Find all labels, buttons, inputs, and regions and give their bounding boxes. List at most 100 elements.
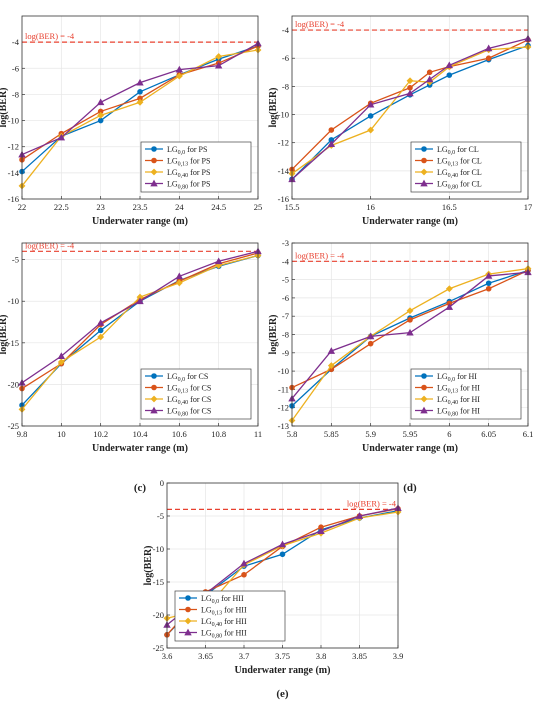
panel-caption: (d) bbox=[403, 482, 417, 494]
x-tick-label: 23.5 bbox=[133, 202, 148, 212]
data-point bbox=[407, 317, 413, 323]
x-tick-label: 16.5 bbox=[442, 202, 457, 212]
data-point bbox=[136, 98, 144, 106]
legend-swatch-marker bbox=[421, 146, 427, 152]
x-tick-label: 22.5 bbox=[54, 202, 69, 212]
legend-swatch-marker bbox=[150, 406, 158, 414]
x-tick-label: 16 bbox=[366, 202, 375, 212]
x-tick-label: 3.85 bbox=[352, 651, 367, 661]
data-point bbox=[175, 72, 183, 80]
y-tick-label: -6 bbox=[282, 53, 289, 63]
legend-entry: LG0,13 for HI bbox=[437, 384, 480, 395]
data-point bbox=[97, 111, 105, 119]
reference-label: log(BER) = -4 bbox=[25, 240, 75, 250]
y-axis-label: log(BER) bbox=[143, 546, 154, 586]
reference-label: log(BER) = -4 bbox=[295, 250, 345, 260]
data-point bbox=[97, 117, 104, 124]
legend-entry: LG0,40 for HI bbox=[437, 395, 480, 406]
x-tick-label: 10.8 bbox=[211, 429, 226, 439]
data-point bbox=[446, 72, 453, 78]
data-point bbox=[215, 53, 223, 60]
y-tick-label: -8 bbox=[282, 81, 289, 91]
y-tick-label: -11 bbox=[278, 384, 289, 394]
x-tick-label: 3.65 bbox=[198, 651, 213, 661]
data-point bbox=[328, 127, 335, 133]
legend-swatch-marker bbox=[150, 168, 158, 176]
data-point bbox=[136, 297, 144, 305]
data-point bbox=[327, 347, 336, 354]
data-point bbox=[57, 358, 65, 366]
legend-swatch-marker bbox=[151, 384, 157, 391]
legend-entry: LG0,80 for PS bbox=[167, 180, 210, 191]
plot-frame bbox=[291, 242, 529, 427]
x-tick-label: 6.05 bbox=[481, 429, 496, 439]
y-tick-label: -12 bbox=[278, 138, 289, 148]
x-tick-label: 6 bbox=[447, 429, 451, 439]
x-tick-label: 10.4 bbox=[133, 429, 149, 439]
legend-entry: LG0,0 for CL bbox=[437, 145, 479, 156]
y-tick-label: -10 bbox=[8, 116, 19, 126]
y-tick-label: -4 bbox=[282, 25, 290, 35]
data-point bbox=[214, 61, 223, 69]
data-point bbox=[137, 89, 143, 95]
x-tick-label: 10.6 bbox=[172, 429, 187, 439]
y-tick-label: -14 bbox=[278, 166, 290, 176]
x-tick-label: 3.8 bbox=[316, 651, 327, 661]
legend-swatch-marker bbox=[420, 395, 428, 403]
series-line bbox=[291, 46, 529, 175]
y-tick-label: -10 bbox=[153, 544, 164, 554]
legend-swatch-marker bbox=[421, 384, 427, 391]
legend-swatch-marker bbox=[420, 168, 428, 176]
legend-swatch-marker bbox=[150, 179, 158, 187]
x-tick-label: 25 bbox=[254, 202, 263, 212]
y-tick-label: -12 bbox=[278, 403, 289, 413]
y-tick-label: -4 bbox=[12, 37, 20, 47]
data-point bbox=[485, 280, 492, 287]
y-tick-label: -10 bbox=[8, 296, 19, 306]
y-tick-label: -15 bbox=[8, 338, 19, 348]
y-tick-label: -10 bbox=[278, 366, 289, 376]
legend-entry: LG0,40 for PS bbox=[167, 168, 210, 179]
data-point bbox=[426, 69, 433, 76]
x-axis-label: Underwater range (m) bbox=[362, 443, 458, 454]
reference-label: log(BER) = -4 bbox=[295, 19, 345, 29]
x-tick-label: 3.7 bbox=[239, 651, 250, 661]
data-point bbox=[367, 113, 374, 119]
chart-b: 15.5 16 16.5 17 -16 -14 -12 -10 -8 -6 -4 log(BER) =… bbox=[268, 15, 533, 270]
legend-swatch-marker bbox=[151, 373, 157, 379]
data-point bbox=[445, 285, 453, 293]
data-point bbox=[136, 78, 144, 86]
y-tick-label: -10 bbox=[278, 110, 289, 120]
x-axis-label: Underwater range (m) bbox=[362, 216, 458, 227]
y-tick-label: -5 bbox=[282, 275, 289, 285]
legend-entry: LG0,13 for CL bbox=[437, 157, 482, 168]
data-point bbox=[425, 75, 434, 83]
y-tick-label: -5 bbox=[12, 255, 19, 265]
legend-entry: LG0,80 for HI bbox=[437, 407, 480, 418]
y-axis-label: log(BER) bbox=[268, 315, 279, 355]
x-axis-label: Underwater range (m) bbox=[92, 443, 188, 454]
data-point bbox=[484, 44, 493, 52]
panel-caption: (e) bbox=[276, 688, 289, 700]
x-tick-label: 17 bbox=[524, 202, 533, 212]
y-tick-label: -6 bbox=[282, 293, 289, 303]
chart-d: 5.8 5.85 5.9 5.95 6 6.05 6.1 -13 -12 -11 -10 -9 -8 -7… bbox=[268, 238, 533, 494]
y-tick-label: -4 bbox=[282, 256, 290, 266]
plot-frame bbox=[166, 482, 399, 649]
x-tick-label: 15.5 bbox=[285, 202, 300, 212]
x-tick-label: 24.5 bbox=[211, 202, 226, 212]
x-axis-label: Underwater range (m) bbox=[235, 665, 331, 676]
data-point bbox=[327, 362, 335, 370]
legend-swatch-marker bbox=[420, 406, 428, 414]
y-tick-label: -13 bbox=[278, 421, 289, 431]
plot-frame bbox=[21, 15, 259, 200]
legend-entry: LG0,40 for CS bbox=[167, 395, 211, 406]
data-point bbox=[175, 279, 183, 287]
legend-swatch-marker bbox=[184, 617, 192, 625]
y-tick-label: -14 bbox=[8, 168, 20, 178]
